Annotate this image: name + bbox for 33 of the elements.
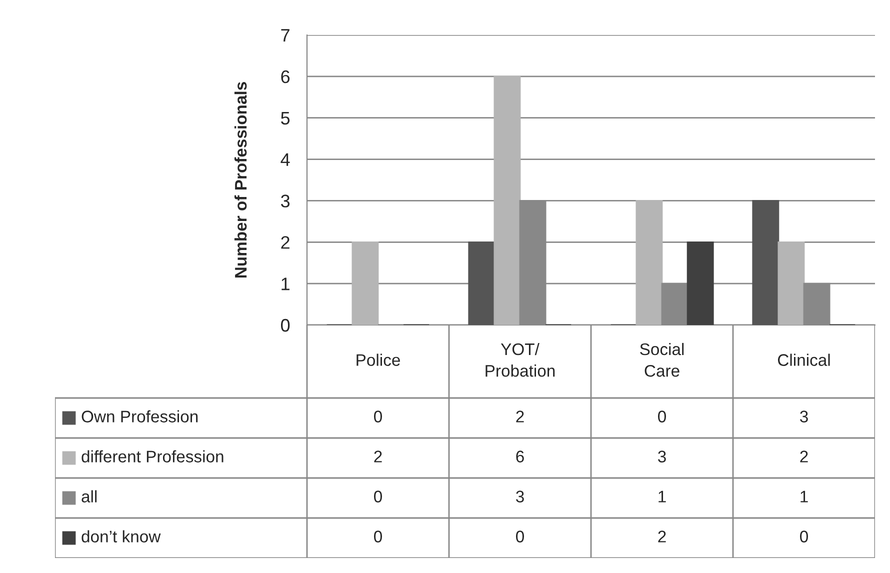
data-label: 2 (800, 450, 808, 462)
legend-label: Own Profession (82, 410, 198, 422)
data-label: 2 (516, 410, 524, 422)
data-label: 0 (374, 490, 382, 502)
data-label: 0 (658, 410, 666, 422)
data-label: 6 (516, 450, 524, 462)
data-label: 0 (800, 530, 808, 542)
data-label: 2 (658, 530, 666, 542)
data-label: 3 (800, 410, 808, 422)
x-tick-label: Clinical (778, 354, 830, 366)
y-tick-label: 7 (281, 29, 290, 42)
data-label: 0 (516, 530, 524, 542)
y-axis-title: Number of Professionals (234, 82, 247, 278)
y-tick-label: 5 (281, 112, 290, 125)
data-label: 2 (374, 450, 382, 462)
data-label: 3 (658, 450, 666, 462)
legend-label: don’t know (82, 530, 161, 542)
data-label: 0 (374, 410, 382, 422)
data-label: 3 (516, 490, 524, 502)
y-tick-label: 6 (281, 70, 290, 84)
y-tick-label: 3 (280, 194, 290, 208)
data-label: 0 (374, 530, 382, 542)
data-label: 1 (658, 490, 666, 502)
legend-label: all (82, 490, 97, 502)
legend-label: different Profession (82, 450, 224, 462)
x-tick-label: Social Care (640, 342, 684, 377)
y-tick-label: 4 (280, 153, 290, 166)
x-tick-label: Police (356, 354, 400, 366)
x-tick-label: YOT/ Probation (486, 342, 555, 377)
data-label: 1 (800, 490, 808, 502)
y-tick-label: 2 (281, 236, 290, 249)
y-tick-label: 0 (281, 318, 290, 332)
y-tick-label: 1 (282, 278, 290, 290)
